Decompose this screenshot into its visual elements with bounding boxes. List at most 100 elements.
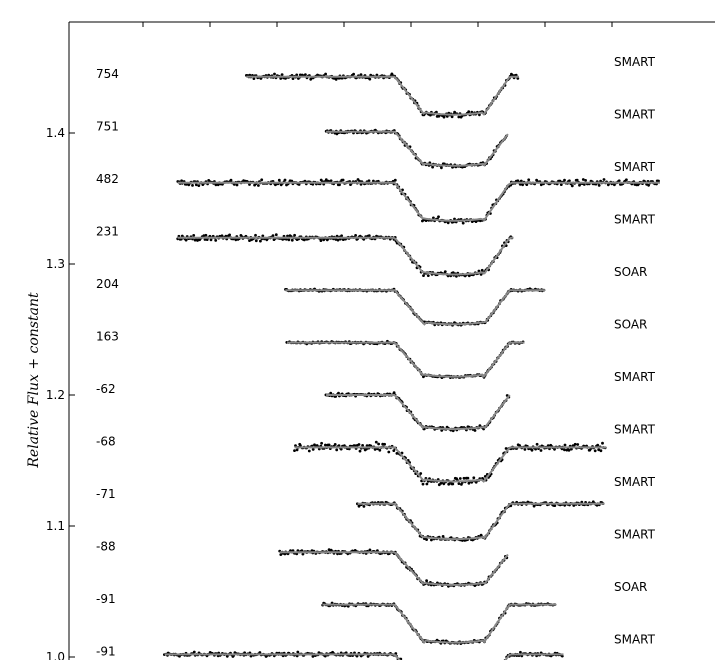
data-point — [295, 73, 299, 77]
data-point — [597, 184, 601, 187]
data-point — [453, 217, 456, 221]
data-point — [357, 443, 361, 446]
data-point — [192, 234, 196, 237]
data-point — [473, 429, 477, 432]
data-point — [225, 654, 229, 658]
data-point — [599, 449, 603, 453]
data-point — [273, 72, 276, 76]
epoch-label: 231 — [96, 225, 119, 239]
epoch-label: -71 — [96, 487, 116, 501]
model-curve — [164, 653, 564, 660]
data-point — [447, 482, 451, 486]
data-point — [426, 274, 430, 277]
data-point — [445, 115, 449, 118]
model-curve — [246, 75, 519, 116]
data-point — [437, 215, 440, 219]
y-tick-label: 1.2 — [46, 388, 65, 402]
data-point — [539, 449, 543, 452]
labels-layer: 1.0 1.1 1.2 1.3 1.4 754 SMART 751 SMART 482 SMART 2… — [46, 55, 656, 660]
data-point — [425, 538, 428, 541]
data-point — [180, 179, 184, 183]
data-point — [567, 448, 571, 452]
instrument-label: SMART — [614, 423, 656, 437]
data-point — [327, 548, 331, 552]
data-point — [378, 448, 382, 452]
data-point — [290, 179, 294, 183]
data-point — [419, 472, 423, 475]
epoch-label: -91 — [96, 592, 116, 606]
data-point — [339, 447, 343, 451]
data-point — [461, 221, 465, 225]
light-curve-series — [278, 548, 509, 588]
data-point — [319, 239, 323, 243]
data-point — [442, 115, 446, 119]
epoch-label: 482 — [96, 172, 119, 186]
data-point — [299, 444, 302, 447]
epoch-label: 754 — [96, 67, 119, 81]
epoch-label: -91 — [96, 645, 116, 659]
data-point — [553, 504, 557, 507]
epoch-label: 751 — [96, 120, 119, 134]
data-point — [283, 178, 287, 182]
data-point — [277, 178, 281, 182]
data-point — [324, 72, 327, 76]
data-point — [340, 234, 343, 238]
instrument-label: SMART — [614, 633, 656, 647]
data-point — [373, 448, 377, 451]
data-point — [563, 448, 566, 452]
data-point — [303, 238, 306, 242]
data-point — [235, 183, 239, 187]
data-point — [458, 477, 462, 480]
data-point — [341, 178, 345, 182]
y-tick-label: 1.4 — [46, 126, 65, 140]
data-point — [365, 444, 369, 447]
data-point — [521, 183, 524, 187]
model-curve — [326, 394, 511, 431]
data-point — [446, 221, 450, 225]
data-point — [504, 447, 508, 450]
data-point — [367, 179, 371, 183]
data-point — [450, 115, 454, 119]
data-point — [535, 442, 539, 446]
model-curve — [279, 551, 509, 586]
data-point — [573, 442, 577, 446]
data-point — [335, 448, 339, 452]
data-point — [337, 391, 340, 395]
data-point — [431, 165, 434, 169]
data-point — [362, 505, 366, 508]
data-point — [338, 183, 341, 187]
y-tick-label: 1.1 — [46, 519, 65, 533]
epoch-label: -68 — [96, 435, 116, 449]
epoch-label: 163 — [96, 330, 119, 344]
data-point — [425, 482, 429, 486]
light-curve-series — [321, 601, 557, 645]
data-point — [443, 270, 447, 273]
model-curve — [326, 130, 509, 167]
data-point — [570, 447, 573, 451]
light-curve-series — [176, 233, 514, 278]
instrument-label: SOAR — [614, 580, 647, 594]
data-point — [260, 178, 264, 182]
data-point — [334, 78, 338, 81]
light-curve-series — [284, 287, 546, 327]
data-point — [258, 651, 262, 654]
data-point — [532, 504, 536, 508]
data-point — [324, 443, 327, 447]
data-point — [466, 476, 470, 480]
light-curve-series — [176, 178, 660, 225]
data-point — [220, 234, 224, 238]
instrument-label: SOAR — [614, 265, 647, 279]
data-point — [274, 233, 278, 237]
data-point — [523, 448, 527, 451]
data-point — [279, 77, 283, 80]
data-point — [519, 179, 523, 183]
instrument-label: SOAR — [614, 318, 647, 332]
data-point — [204, 233, 208, 237]
data-point — [228, 233, 232, 237]
data-point — [478, 424, 482, 427]
light-curve-series — [245, 72, 520, 119]
data-point — [584, 179, 587, 182]
data-point — [271, 234, 275, 238]
data-point — [387, 450, 391, 454]
